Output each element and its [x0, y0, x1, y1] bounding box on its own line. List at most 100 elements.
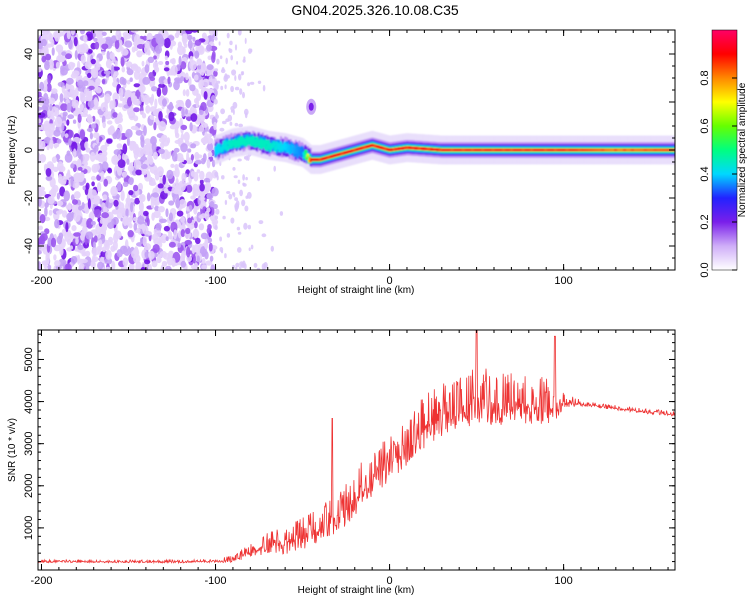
ridge-cell	[306, 153, 310, 157]
noise-blob	[117, 159, 126, 169]
noise-blob	[210, 264, 216, 270]
noise-blob	[66, 212, 74, 222]
noise-blob	[97, 152, 105, 163]
noise-blob	[122, 181, 129, 187]
ridge-cell	[304, 150, 307, 153]
scatter-blob	[216, 83, 219, 90]
scatter-blob	[247, 82, 251, 87]
noise-blob	[122, 171, 128, 178]
noise-blob	[148, 181, 157, 186]
ridge-cell	[282, 144, 285, 148]
noise-blob	[38, 66, 42, 73]
noise-blob	[171, 257, 176, 268]
scatter-blob	[226, 233, 231, 238]
noise-blob	[168, 101, 174, 112]
noise-blob	[157, 183, 164, 189]
noise-blob	[105, 239, 114, 246]
noise-blob	[208, 242, 213, 252]
noise-blob	[157, 206, 165, 213]
noise-blob	[53, 129, 61, 137]
noise-blob	[164, 37, 171, 49]
noise-blob	[186, 246, 191, 258]
noise-blob	[178, 180, 187, 192]
noise-blob	[182, 89, 186, 97]
noise-blob	[208, 30, 215, 36]
noise-blob	[150, 115, 155, 121]
ridge-cell	[279, 142, 283, 146]
scatter-blob	[241, 71, 245, 76]
scatter-blob	[270, 245, 274, 252]
ridge-cell	[308, 156, 311, 160]
ridge-cell	[272, 144, 275, 148]
noise-blob	[43, 216, 51, 222]
ridge-cell	[215, 149, 218, 156]
noise-blob	[88, 85, 95, 90]
noise-blob	[38, 106, 43, 111]
noise-blob	[195, 237, 201, 245]
ridge-cell	[299, 151, 302, 155]
noise-blob	[71, 203, 80, 214]
ridge-cell	[277, 143, 280, 146]
noise-blob	[129, 77, 133, 82]
noise-blob	[77, 79, 84, 88]
noise-blob	[197, 64, 202, 70]
noise-blob	[138, 194, 146, 203]
noise-blob	[148, 157, 154, 165]
scatter-blob	[221, 67, 225, 72]
noise-blob	[60, 103, 68, 112]
noise-blob	[70, 175, 74, 187]
noise-blob	[67, 169, 71, 178]
ridge-cell	[228, 139, 231, 143]
noise-blob	[136, 50, 143, 58]
noise-blob	[77, 113, 82, 123]
noise-blob	[94, 163, 101, 171]
noise-blob	[117, 103, 124, 108]
noise-blob	[199, 170, 205, 181]
noise-blob	[101, 212, 109, 219]
noise-blob	[138, 210, 144, 216]
ridge-cell	[264, 146, 267, 149]
noise-blob	[107, 111, 112, 116]
noise-blob	[190, 113, 198, 122]
noise-blob	[97, 232, 102, 239]
noise-blob	[112, 112, 118, 118]
noise-blob	[145, 105, 151, 114]
noise-blob	[58, 176, 63, 184]
scatter-blob	[234, 197, 239, 202]
noise-blob	[91, 181, 95, 187]
scatter-blob	[242, 260, 246, 268]
noise-blob	[84, 88, 90, 96]
noise-blob	[148, 250, 155, 260]
noise-blob	[155, 257, 162, 263]
noise-blob	[163, 225, 170, 232]
noise-blob	[39, 214, 46, 224]
noise-blob	[113, 230, 122, 240]
noise-blob	[207, 224, 212, 230]
noise-blob	[51, 156, 57, 163]
noise-blob	[135, 169, 143, 176]
noise-blob	[81, 252, 87, 257]
noise-blob	[79, 231, 86, 241]
noise-blob	[168, 241, 176, 248]
noise-blob	[156, 87, 162, 97]
noise-blob	[124, 40, 133, 48]
scatter-blob	[249, 81, 255, 85]
scatter-blob	[216, 80, 221, 84]
noise-blob	[155, 230, 162, 237]
noise-blob	[52, 166, 59, 172]
noise-blob	[146, 192, 151, 202]
noise-blob	[114, 60, 118, 67]
noise-blob	[75, 236, 79, 245]
noise-blob	[83, 34, 88, 43]
noise-blob	[90, 220, 96, 226]
noise-blob	[165, 60, 170, 66]
noise-blob	[200, 116, 205, 127]
noise-blob	[175, 198, 181, 209]
noise-blob	[58, 232, 64, 240]
noise-blob	[133, 254, 141, 264]
noise-blob	[49, 139, 54, 150]
noise-blob	[116, 208, 123, 219]
scatter-blob	[243, 222, 248, 230]
noise-blob	[68, 61, 75, 71]
noise-blob	[159, 177, 163, 185]
